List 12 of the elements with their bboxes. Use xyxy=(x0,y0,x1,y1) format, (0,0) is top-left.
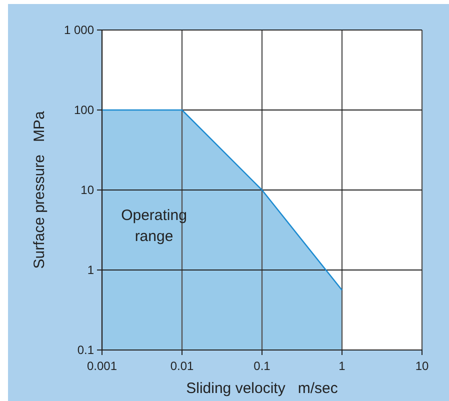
x-tick-label: 1 xyxy=(338,359,346,373)
x-axis-title: Sliding velocity m/sec xyxy=(186,380,338,397)
y-tick-label: 0.1 xyxy=(77,342,94,357)
x-tick-label: 0.01 xyxy=(170,359,194,373)
y-tick-label: 10 xyxy=(80,182,94,197)
y-tick-label: 1 xyxy=(87,262,94,277)
x-tick-label: 10 xyxy=(415,359,429,373)
x-tick-label: 0.001 xyxy=(86,359,118,373)
y-tick-label: 1 000 xyxy=(64,22,94,37)
x-tick-label: 0.1 xyxy=(254,359,271,373)
y-axis-title: Surface pressure MPa xyxy=(31,110,48,269)
y-tick-label: 100 xyxy=(74,102,94,117)
